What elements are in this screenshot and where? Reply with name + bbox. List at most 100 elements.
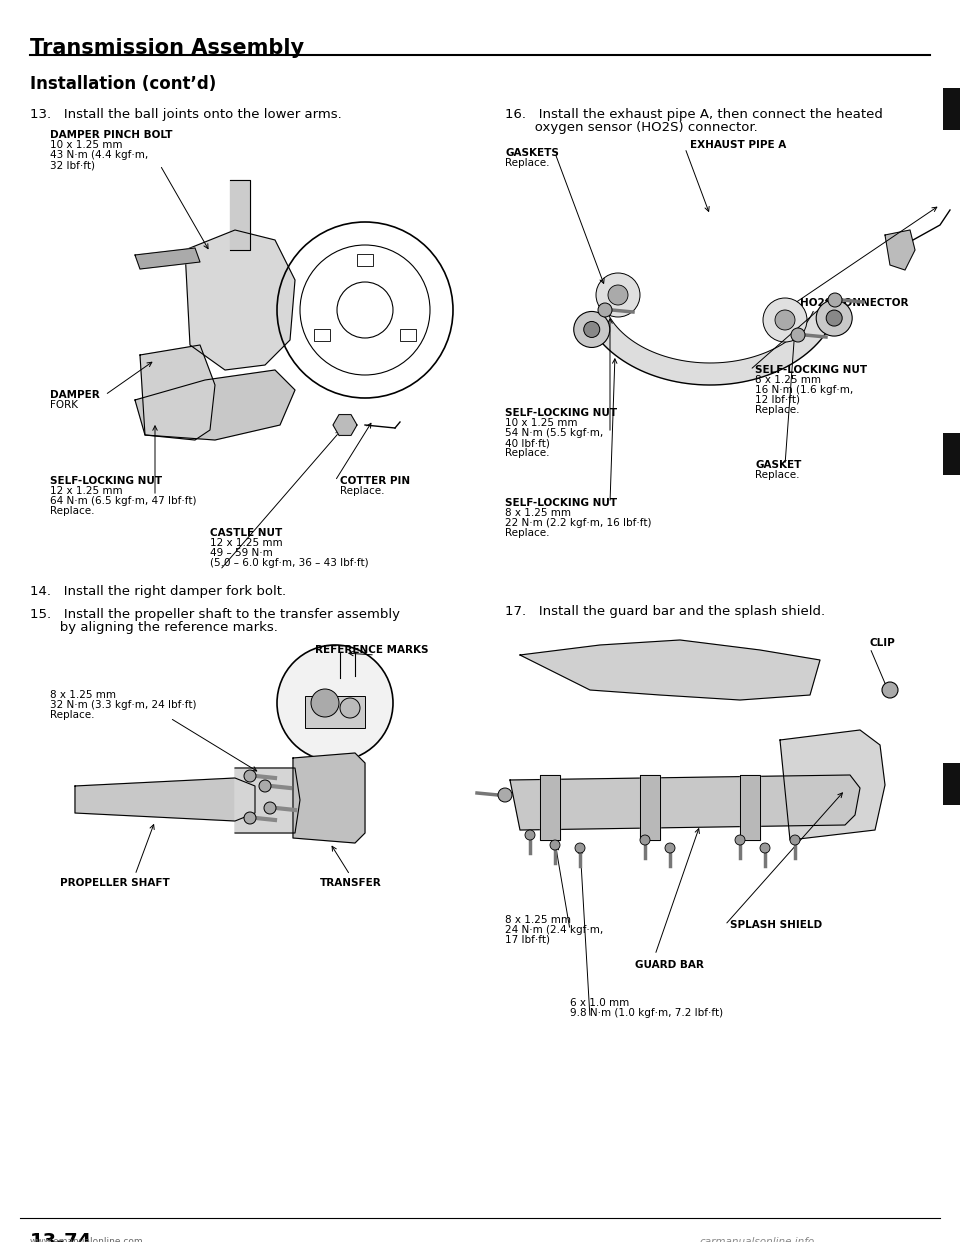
FancyBboxPatch shape — [357, 255, 373, 266]
Polygon shape — [520, 640, 820, 700]
Polygon shape — [540, 775, 560, 840]
Text: (5.0 – 6.0 kgf·m, 36 – 43 lbf·ft): (5.0 – 6.0 kgf·m, 36 – 43 lbf·ft) — [210, 558, 369, 568]
Text: www.emanualonline.com: www.emanualonline.com — [30, 1237, 144, 1242]
Circle shape — [575, 843, 585, 853]
Text: DAMPER: DAMPER — [50, 390, 100, 400]
Circle shape — [640, 835, 650, 845]
Polygon shape — [510, 775, 860, 830]
Text: 8 x 1.25 mm: 8 x 1.25 mm — [755, 375, 821, 385]
Circle shape — [816, 301, 852, 337]
Text: Installation (cont’d): Installation (cont’d) — [30, 75, 216, 93]
Circle shape — [763, 298, 807, 342]
Text: SELF-LOCKING NUT: SELF-LOCKING NUT — [505, 498, 617, 508]
Circle shape — [596, 273, 640, 317]
Text: Replace.: Replace. — [50, 505, 94, 515]
Circle shape — [259, 780, 271, 792]
Text: 49 – 59 N·m: 49 – 59 N·m — [210, 548, 273, 558]
Text: 10 x 1.25 mm: 10 x 1.25 mm — [505, 419, 578, 428]
Circle shape — [584, 322, 600, 338]
Circle shape — [760, 843, 770, 853]
FancyBboxPatch shape — [400, 329, 417, 342]
Circle shape — [311, 689, 339, 717]
Text: DAMPER PINCH BOLT: DAMPER PINCH BOLT — [50, 130, 173, 140]
Text: 15.   Install the propeller shaft to the transfer assembly: 15. Install the propeller shaft to the t… — [30, 609, 400, 621]
Text: PROPELLER SHAFT: PROPELLER SHAFT — [60, 878, 170, 888]
Polygon shape — [75, 777, 255, 821]
Polygon shape — [333, 415, 357, 436]
Text: 16.   Install the exhaust pipe A, then connect the heated: 16. Install the exhaust pipe A, then con… — [505, 108, 883, 120]
FancyBboxPatch shape — [943, 88, 960, 130]
Text: 40 lbf·ft): 40 lbf·ft) — [505, 438, 550, 448]
Circle shape — [775, 310, 795, 330]
Text: 8 x 1.25 mm: 8 x 1.25 mm — [50, 691, 116, 700]
Text: 54 N·m (5.5 kgf·m,: 54 N·m (5.5 kgf·m, — [505, 428, 603, 438]
FancyBboxPatch shape — [305, 696, 365, 728]
Circle shape — [828, 293, 842, 307]
Text: REFERENCE MARKS: REFERENCE MARKS — [315, 645, 428, 655]
Circle shape — [550, 840, 560, 850]
Polygon shape — [740, 775, 760, 840]
Circle shape — [827, 310, 842, 327]
Text: 17 lbf·ft): 17 lbf·ft) — [505, 935, 550, 945]
Text: 32 N·m (3.3 kgf·m, 24 lbf·ft): 32 N·m (3.3 kgf·m, 24 lbf·ft) — [50, 700, 197, 710]
Text: oxygen sensor (HO2S) connector.: oxygen sensor (HO2S) connector. — [505, 120, 757, 134]
Text: TRANSFER: TRANSFER — [320, 878, 382, 888]
FancyBboxPatch shape — [943, 433, 960, 474]
Circle shape — [498, 787, 512, 802]
Circle shape — [244, 812, 256, 823]
Text: Replace.: Replace. — [755, 405, 800, 415]
Text: SPLASH SHIELD: SPLASH SHIELD — [730, 920, 822, 930]
Text: 8 x 1.25 mm: 8 x 1.25 mm — [505, 915, 571, 925]
Text: GASKET: GASKET — [755, 460, 802, 469]
Circle shape — [608, 284, 628, 306]
Text: 17.   Install the guard bar and the splash shield.: 17. Install the guard bar and the splash… — [505, 605, 826, 619]
Polygon shape — [293, 753, 365, 843]
Polygon shape — [185, 230, 295, 370]
Polygon shape — [587, 312, 834, 385]
Polygon shape — [135, 370, 295, 440]
Circle shape — [525, 830, 535, 840]
Circle shape — [598, 303, 612, 317]
Circle shape — [277, 645, 393, 761]
Polygon shape — [780, 730, 885, 840]
Text: COTTER PIN: COTTER PIN — [340, 476, 410, 486]
Text: 12 lbf·ft): 12 lbf·ft) — [755, 395, 800, 405]
Text: 64 N·m (6.5 kgf·m, 47 lbf·ft): 64 N·m (6.5 kgf·m, 47 lbf·ft) — [50, 496, 197, 505]
Text: 43 N·m (4.4 kgf·m,: 43 N·m (4.4 kgf·m, — [50, 150, 148, 160]
Text: 16 N·m (1.6 kgf·m,: 16 N·m (1.6 kgf·m, — [755, 385, 853, 395]
Polygon shape — [140, 345, 215, 440]
Text: Replace.: Replace. — [340, 486, 385, 496]
Text: 12 x 1.25 mm: 12 x 1.25 mm — [50, 486, 123, 496]
Circle shape — [735, 835, 745, 845]
Text: Replace.: Replace. — [505, 448, 549, 458]
Text: 8 x 1.25 mm: 8 x 1.25 mm — [505, 508, 571, 518]
Text: 13-74: 13-74 — [30, 1232, 92, 1242]
Circle shape — [790, 835, 800, 845]
Text: 10 x 1.25 mm: 10 x 1.25 mm — [50, 140, 123, 150]
Circle shape — [340, 698, 360, 718]
Circle shape — [244, 770, 256, 782]
Text: CLIP: CLIP — [870, 638, 896, 648]
Text: Replace.: Replace. — [505, 528, 549, 538]
Text: Replace.: Replace. — [50, 710, 94, 720]
Text: 14.   Install the right damper fork bolt.: 14. Install the right damper fork bolt. — [30, 585, 286, 597]
Polygon shape — [640, 775, 660, 840]
Circle shape — [665, 843, 675, 853]
Text: FORK: FORK — [50, 400, 78, 410]
Text: Transmission Assembly: Transmission Assembly — [30, 39, 304, 58]
Text: SELF-LOCKING NUT: SELF-LOCKING NUT — [50, 476, 162, 486]
Text: GASKETS: GASKETS — [505, 148, 559, 158]
Circle shape — [264, 802, 276, 814]
Polygon shape — [135, 248, 200, 270]
Circle shape — [791, 328, 805, 342]
FancyBboxPatch shape — [314, 329, 329, 342]
Circle shape — [574, 312, 610, 348]
Text: 6 x 1.0 mm: 6 x 1.0 mm — [570, 999, 629, 1009]
Text: 22 N·m (2.2 kgf·m, 16 lbf·ft): 22 N·m (2.2 kgf·m, 16 lbf·ft) — [505, 518, 652, 528]
Polygon shape — [885, 230, 915, 270]
Circle shape — [882, 682, 898, 698]
Text: by aligning the reference marks.: by aligning the reference marks. — [30, 621, 277, 633]
FancyBboxPatch shape — [943, 763, 960, 805]
Text: 9.8 N·m (1.0 kgf·m, 7.2 lbf·ft): 9.8 N·m (1.0 kgf·m, 7.2 lbf·ft) — [570, 1009, 723, 1018]
Text: SELF-LOCKING NUT: SELF-LOCKING NUT — [755, 365, 867, 375]
